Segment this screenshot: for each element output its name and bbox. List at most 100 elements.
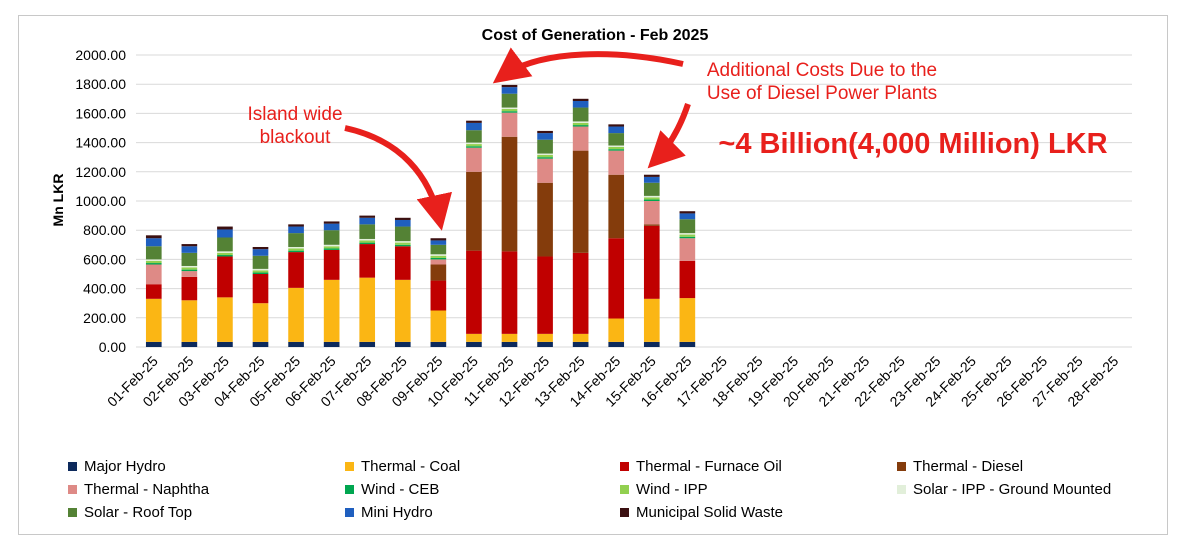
legend-item: Municipal Solid Waste (620, 504, 783, 521)
bar-segment (501, 341, 518, 347)
bar-segment (181, 269, 198, 272)
y-tick-label: 2000.00 (75, 47, 126, 63)
bar-segment (288, 287, 304, 342)
bar-segment (359, 242, 376, 245)
bar-segment (181, 252, 198, 266)
bar-segment (608, 124, 625, 127)
annotation-blackout-arrow (344, 125, 452, 231)
y-axis-label: Mn LKR (50, 174, 66, 227)
bar-segment (466, 250, 482, 334)
bar-segment (252, 246, 269, 250)
legend-item: Wind - IPP (620, 481, 708, 498)
bar-segment (466, 122, 482, 131)
legend-item: Mini Hydro (345, 504, 433, 521)
bar-segment (252, 303, 269, 342)
bar-segment (679, 234, 696, 237)
legend-label: Municipal Solid Waste (636, 504, 784, 521)
bar-segment (537, 133, 553, 140)
bar-segment (359, 341, 376, 347)
annotation-diesel-line2: Use of Diesel Power Plants (707, 83, 937, 104)
legend-swatch (620, 462, 629, 471)
bar-segment (679, 211, 696, 214)
bar-segment (572, 341, 589, 347)
bar-segment (608, 150, 625, 175)
bar-segment (572, 150, 589, 253)
legend-swatch (620, 508, 629, 517)
bar-segment (537, 130, 553, 134)
bar-segment (394, 226, 411, 242)
legend-item: Major Hydro (68, 458, 166, 475)
legend-swatch (897, 462, 906, 471)
bar-segment (501, 109, 518, 112)
y-tick-label: 200.00 (83, 310, 126, 326)
legend-item: Thermal - Naphtha (68, 481, 209, 498)
bar-segment (181, 300, 198, 342)
bar-segment (679, 236, 696, 239)
bar-segment (430, 259, 447, 265)
bar-segment (217, 251, 233, 253)
bar-segment (572, 121, 589, 123)
x-tick-labels: 01-Feb-2502-Feb-2503-Feb-2504-Feb-2505-F… (104, 353, 1122, 410)
bar-segment (501, 111, 518, 113)
bar-segment (501, 136, 518, 252)
bar-segment (430, 257, 447, 260)
bar-segment (288, 248, 304, 251)
annotation-diesel-arrow-down (647, 103, 691, 169)
annotation-diesel-arrow-left (492, 47, 684, 84)
bar-segment (288, 233, 304, 247)
bar-segment (217, 252, 233, 256)
bar-segment (608, 149, 625, 151)
legend-item: Thermal - Diesel (897, 458, 1023, 475)
bar-segment (679, 341, 696, 347)
bar-segment (430, 280, 447, 311)
bar-segment (323, 221, 340, 224)
annotation-total-cost: ~4 Billion(4,000 Million) LKR (718, 128, 1107, 160)
bar-segment (572, 107, 589, 122)
bar-segment (359, 277, 376, 342)
bar-segment (252, 249, 269, 256)
bar-segment (217, 341, 233, 347)
legend-swatch (68, 462, 77, 471)
bar-segment (288, 250, 304, 253)
bar-segment (466, 144, 482, 147)
bar-segment (359, 244, 376, 278)
bar-segment (181, 267, 198, 270)
bar-segment (537, 341, 553, 347)
bar-segment (608, 126, 625, 134)
y-tick-label: 1200.00 (75, 164, 126, 180)
bar-segment (217, 226, 233, 230)
bar-segment (572, 333, 589, 342)
bar-segment (252, 268, 269, 271)
bar-segment (643, 298, 660, 342)
bar-segment (394, 341, 411, 347)
chart-title: Cost of Generation - Feb 2025 (482, 27, 709, 44)
legend-label: Thermal - Naphtha (84, 481, 210, 498)
legend-label: Thermal - Coal (361, 458, 461, 475)
bar-segment (537, 153, 553, 156)
bar-segment (323, 341, 340, 347)
bar-segment (643, 341, 660, 347)
legend-swatch (345, 485, 354, 494)
legend-item: Thermal - Furnace Oil (620, 458, 782, 475)
bar-segment (394, 217, 411, 220)
bar-segment (145, 263, 162, 265)
legend-item: Solar - IPP - Ground Mounted (897, 481, 1111, 498)
bar-segment (217, 229, 233, 238)
bar-segment (537, 157, 553, 159)
bar-segment (430, 254, 447, 256)
bar-segment (430, 310, 447, 342)
legend-swatch (68, 485, 77, 494)
bar-segment (643, 224, 660, 226)
legend-label: Mini Hydro (361, 504, 433, 521)
bar-segment (288, 226, 304, 234)
bar-segment (430, 240, 447, 245)
y-tick-label: 1800.00 (75, 76, 126, 92)
bar-segment (145, 284, 162, 299)
legend-swatch (620, 485, 629, 494)
bar-segment (394, 242, 411, 245)
bar-segment (359, 217, 376, 225)
bar-segment (323, 279, 340, 342)
bar-segment (394, 241, 411, 243)
bar-segment (252, 274, 269, 304)
